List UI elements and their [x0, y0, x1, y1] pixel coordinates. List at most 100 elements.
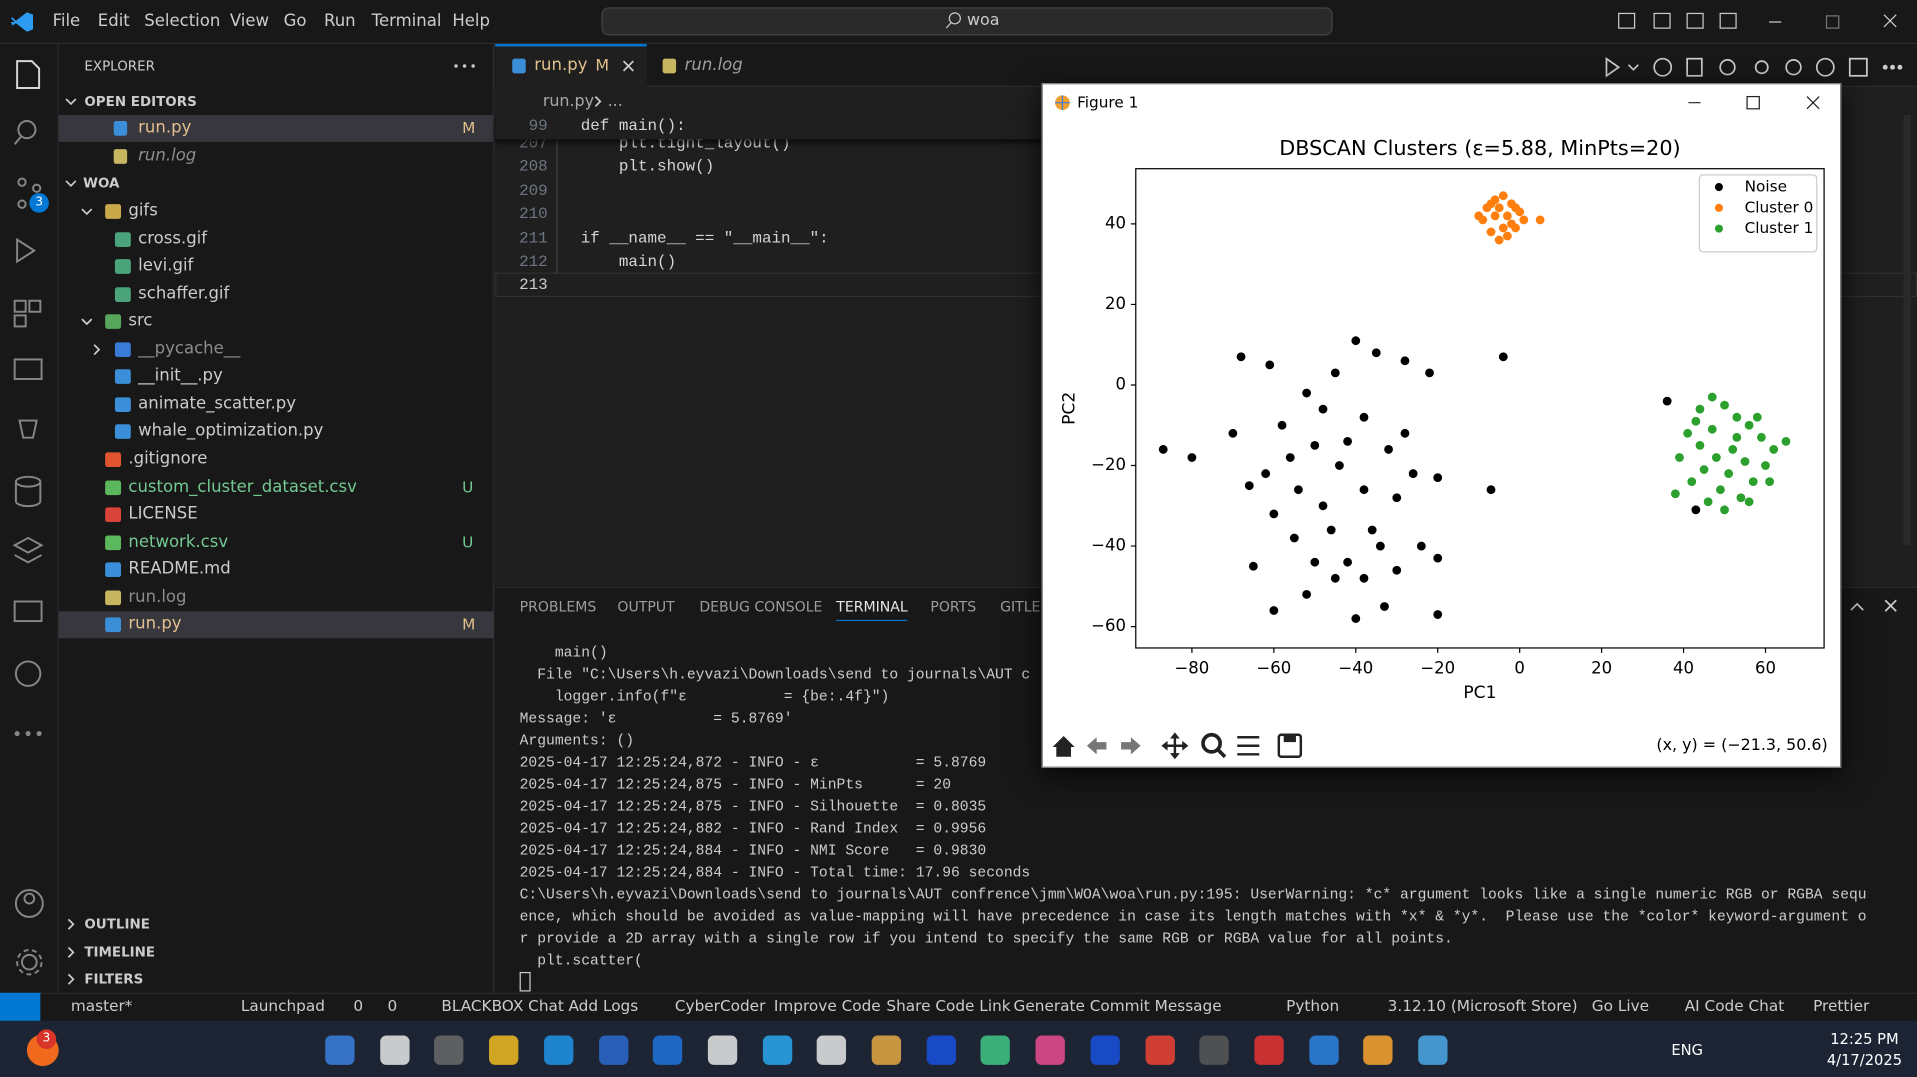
- status-item[interactable]: Improve Code: [773, 996, 881, 1015]
- chevron[interactable]: [622, 60, 634, 72]
- more-actions[interactable]: [452, 61, 476, 71]
- remote-indicator[interactable]: [0, 992, 41, 1021]
- open-editor[interactable]: run.py: [138, 117, 192, 138]
- tree-item[interactable]: schaffer.gif: [138, 283, 230, 304]
- chevron[interactable]: [90, 343, 102, 355]
- panel-tab[interactable]: PORTS: [930, 598, 977, 616]
- point: [1683, 428, 1693, 438]
- section-header: OPEN EDITORS: [84, 93, 197, 110]
- section-header[interactable]: FILTERS: [84, 971, 144, 988]
- panel-tab[interactable]: OUTPUT: [617, 598, 675, 616]
- tree-item[interactable]: custom_cluster_dataset.csv: [128, 476, 357, 497]
- point: [1400, 356, 1410, 366]
- search-box[interactable]: [601, 7, 1333, 36]
- language: ENG: [1671, 1041, 1703, 1059]
- x-tick-label: −20: [1420, 658, 1455, 677]
- tree-item[interactable]: README.md: [128, 559, 231, 579]
- selected-row: [58, 611, 494, 639]
- point: [1695, 440, 1705, 450]
- menu-item[interactable]: Selection: [144, 11, 221, 31]
- chevron[interactable]: [81, 205, 93, 217]
- tree-item[interactable]: animate_scatter.py: [138, 393, 297, 414]
- tree-item[interactable]: levi.gif: [138, 255, 194, 276]
- branch[interactable]: master*: [70, 996, 133, 1015]
- tree-item[interactable]: cross.gif: [138, 228, 208, 248]
- sidebar-title: EXPLORER: [84, 58, 155, 74]
- tree-item[interactable]: .gitignore: [128, 448, 208, 469]
- point: [1359, 485, 1369, 495]
- status-item[interactable]: Go Live: [1591, 996, 1650, 1015]
- status-item[interactable]: Add Logs: [568, 996, 639, 1015]
- section-header[interactable]: OUTLINE: [84, 916, 150, 933]
- tree-item[interactable]: whale_optimization.py: [138, 421, 324, 441]
- breadcrumb[interactable]: run.py: [542, 92, 595, 111]
- search-icon: [945, 12, 961, 29]
- status-item[interactable]: Share Code Link: [886, 996, 1011, 1015]
- code-line: def main():: [580, 116, 686, 136]
- clock-time: 12:25 PM: [1830, 1030, 1899, 1048]
- chevron[interactable]: [81, 316, 93, 328]
- tree-item[interactable]: LICENSE: [128, 504, 198, 524]
- point: [1502, 211, 1512, 221]
- open-editor[interactable]: run.log: [138, 145, 197, 165]
- menu-item[interactable]: File: [52, 11, 81, 31]
- tree-item[interactable]: __init__.py: [138, 366, 223, 386]
- chevron[interactable]: [65, 946, 77, 958]
- terminal-line: plt.scatter(: [519, 952, 643, 970]
- point: [1310, 557, 1320, 567]
- warning-count[interactable]: 0: [387, 996, 398, 1015]
- chevron[interactable]: [65, 973, 77, 985]
- app-logo: [11, 12, 34, 32]
- menu-item[interactable]: Go: [283, 11, 307, 31]
- tree-item[interactable]: run.py: [128, 614, 182, 634]
- status-item[interactable]: CyberCoder: [674, 996, 766, 1015]
- point: [1519, 215, 1529, 225]
- status-item[interactable]: AI Code Chat: [1684, 996, 1785, 1015]
- chevron[interactable]: [592, 95, 604, 107]
- status-item[interactable]: Generate Commit Message: [1013, 996, 1222, 1015]
- tree-item[interactable]: gifs: [128, 200, 158, 221]
- section-header[interactable]: TIMELINE: [84, 943, 156, 960]
- panel-tab[interactable]: DEBUG CONSOLE: [699, 598, 823, 616]
- file-icon: [105, 507, 122, 523]
- point: [1494, 235, 1504, 245]
- point: [1769, 445, 1779, 454]
- error-count[interactable]: 0: [353, 996, 364, 1015]
- point: [1732, 412, 1742, 422]
- tree-item[interactable]: network.csv: [128, 531, 229, 552]
- status-item[interactable]: Prettier: [1813, 996, 1870, 1015]
- menu-item[interactable]: Run: [323, 11, 356, 31]
- chevron[interactable]: [65, 177, 77, 189]
- menu-item[interactable]: Edit: [97, 11, 130, 31]
- tree-item[interactable]: __pycache__: [138, 338, 241, 359]
- taskbar-icon: [707, 1035, 738, 1065]
- tree-item[interactable]: src: [128, 311, 153, 331]
- panel-tab[interactable]: GITLEN: [1000, 598, 1051, 616]
- chevron[interactable]: [65, 918, 77, 930]
- status-item[interactable]: 3.12.10 (Microsoft Store): [1387, 996, 1578, 1015]
- tab-label[interactable]: run.py: [534, 55, 588, 75]
- menu-item[interactable]: Help: [452, 11, 490, 31]
- point: [1711, 453, 1721, 462]
- panel-tab[interactable]: TERMINAL: [836, 598, 908, 616]
- x-axis-label: PC1: [1463, 683, 1496, 703]
- file-icon: [105, 534, 122, 550]
- chevron-path: [67, 918, 75, 930]
- point: [1752, 412, 1762, 422]
- chevron[interactable]: [65, 95, 77, 107]
- status-item[interactable]: Python: [1286, 996, 1340, 1015]
- point: [1335, 461, 1344, 470]
- terminal-line: Message: 'ε = 5.8769': [519, 710, 793, 728]
- menu-item[interactable]: View: [229, 11, 270, 31]
- tree-item[interactable]: run.log: [128, 586, 187, 607]
- point: [1277, 420, 1287, 430]
- status-item[interactable]: Launchpad: [240, 996, 325, 1015]
- menu-item[interactable]: Terminal: [371, 11, 442, 31]
- panel-tab[interactable]: PROBLEMS: [519, 598, 597, 616]
- folder-icon: [105, 204, 122, 219]
- breadcrumb[interactable]: ...: [607, 92, 623, 111]
- point: [1486, 485, 1496, 495]
- status-item[interactable]: BLACKBOX Chat: [441, 996, 564, 1015]
- tab-label[interactable]: run.log: [684, 55, 743, 75]
- file-icon: [105, 452, 122, 467]
